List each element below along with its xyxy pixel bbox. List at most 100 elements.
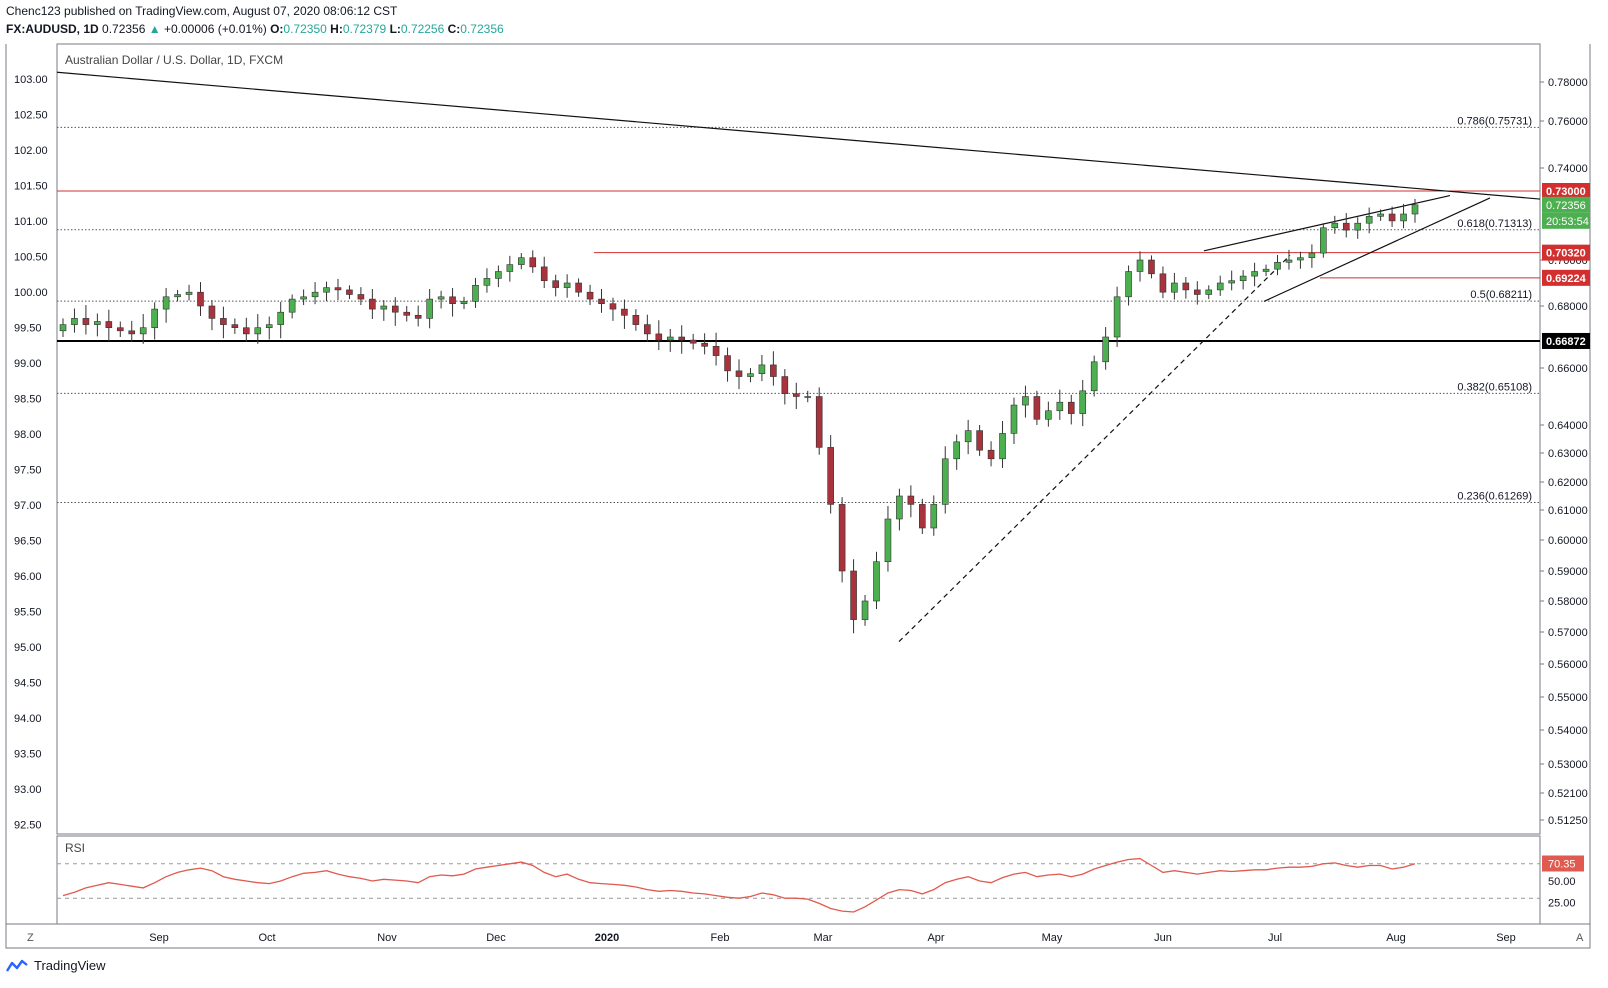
candle-body (655, 333, 663, 341)
candle-body (1239, 275, 1247, 282)
left-axis-tick: 100.00 (14, 287, 48, 299)
candle-body (712, 345, 720, 356)
candle-body (174, 294, 181, 298)
candle-body (1136, 259, 1144, 272)
candle-body (71, 318, 78, 325)
level-tag-label: 0.66872 (1546, 336, 1586, 348)
price-tags: 0.73000 0.70320 0.69224 0.66872 0.72356 20:53… (1542, 183, 1590, 349)
candle-body (82, 318, 90, 325)
candle-body (1262, 268, 1270, 272)
candle-body (369, 298, 376, 310)
candle-body (1411, 204, 1419, 215)
candle-body (1342, 222, 1350, 231)
left-axis-tick: 99.50 (14, 323, 42, 335)
candle-body (1148, 259, 1155, 275)
right-axis-tick: 0.64000 (1548, 420, 1588, 432)
time-axis[interactable] (5, 923, 1591, 949)
candle-body (128, 330, 136, 335)
close-value: 0.72356 (460, 22, 504, 36)
candle-body (919, 504, 926, 529)
candle-body (804, 396, 812, 398)
up-triangle-icon: ▲ (148, 22, 161, 36)
candle-body (59, 324, 67, 332)
left-axis-tick: 95.50 (14, 607, 42, 619)
right-axis-tick: 0.63000 (1548, 448, 1588, 460)
right-axis-tick: 0.74000 (1548, 163, 1588, 175)
fib-label: 0.618(0.71313) (1457, 218, 1532, 230)
symbol-label[interactable]: FX:AUDUSD, 1D (6, 22, 99, 36)
candle-body (277, 311, 284, 325)
candle-body (94, 321, 101, 325)
right-axis-tick: 0.59000 (1548, 566, 1588, 578)
last-price-tag (1542, 196, 1590, 213)
candles (59, 198, 1419, 634)
wedge-upper-line (1203, 195, 1451, 252)
candle-body (1205, 289, 1213, 295)
left-axis-tick: 99.00 (14, 358, 42, 370)
x-axis-tick: Jul (1268, 932, 1282, 944)
candle-body (827, 447, 834, 505)
x-axis-tick: Feb (711, 932, 730, 944)
last-price-label: 0.72356 (102, 22, 146, 36)
candle-body (678, 336, 686, 341)
low-value: 0.72256 (400, 22, 445, 36)
fib-label: 0.236(0.61269) (1457, 490, 1532, 502)
right-axis-tick: 0.61000 (1548, 505, 1588, 517)
rsi-pane[interactable] (56, 835, 1541, 925)
candle-body (930, 504, 938, 529)
candle-body (334, 287, 342, 291)
level-tag (1542, 332, 1590, 349)
level-tag (1542, 244, 1590, 261)
candle-body (197, 291, 204, 307)
close-label: C: (447, 22, 461, 36)
left-axis-tick: 93.00 (14, 784, 42, 796)
candle-body (781, 376, 789, 394)
left-axis-tick: 96.00 (14, 571, 42, 583)
x-axis-tick: Sep (1496, 932, 1516, 944)
left-axis-tick: 97.50 (14, 465, 42, 477)
x-axis-tick: Apr (927, 932, 944, 944)
candle-body (151, 308, 158, 329)
candle-body (598, 298, 605, 305)
horizontal-levels (57, 190, 1540, 342)
rsi-axis-tick: 25.00 (1548, 898, 1576, 910)
candle-body (621, 308, 628, 316)
countdown-label: 20:53:54 (1546, 216, 1589, 228)
high-value: 0.72379 (342, 22, 387, 36)
candle-body (907, 495, 915, 505)
countdown-tag (1542, 212, 1590, 229)
candle-body (357, 294, 365, 300)
candle-body (1113, 296, 1121, 338)
x-axis-tick: Nov (377, 932, 397, 944)
left-axis-tick: 102.50 (14, 110, 48, 122)
right-axis-tick: 0.53000 (1548, 759, 1588, 771)
candle-body (941, 458, 949, 505)
right-axis-tick: 0.62000 (1548, 477, 1588, 489)
level-tag-label: 0.69224 (1546, 273, 1587, 285)
x-axis-tick: Jun (1154, 932, 1172, 944)
candle-body (1285, 259, 1293, 263)
candle-body (460, 301, 468, 304)
candle-body (1079, 390, 1087, 414)
candle-body (896, 495, 903, 520)
candle-body (254, 327, 262, 335)
candle-body (162, 296, 170, 310)
main-pane[interactable] (56, 43, 1541, 835)
candle-body (999, 433, 1006, 460)
right-axis-tick: 0.68000 (1548, 301, 1588, 313)
candle-body (116, 327, 124, 332)
level-tag (1542, 183, 1590, 199)
open-label: O: (270, 22, 284, 36)
level-tag-label: 0.70320 (1546, 248, 1586, 260)
candle-body (403, 311, 411, 316)
rsi-line (62, 857, 1416, 913)
right-axis-tick: 0.51250 (1548, 815, 1588, 827)
candle-body (850, 570, 857, 620)
z-axis-button[interactable]: Z (27, 932, 34, 944)
auto-scale-button[interactable]: A (1576, 932, 1584, 944)
candle-body (243, 327, 250, 335)
left-axis-tick: 95.00 (14, 642, 42, 654)
right-axis-tick: 0.57000 (1548, 627, 1588, 639)
candle-body (575, 282, 582, 293)
